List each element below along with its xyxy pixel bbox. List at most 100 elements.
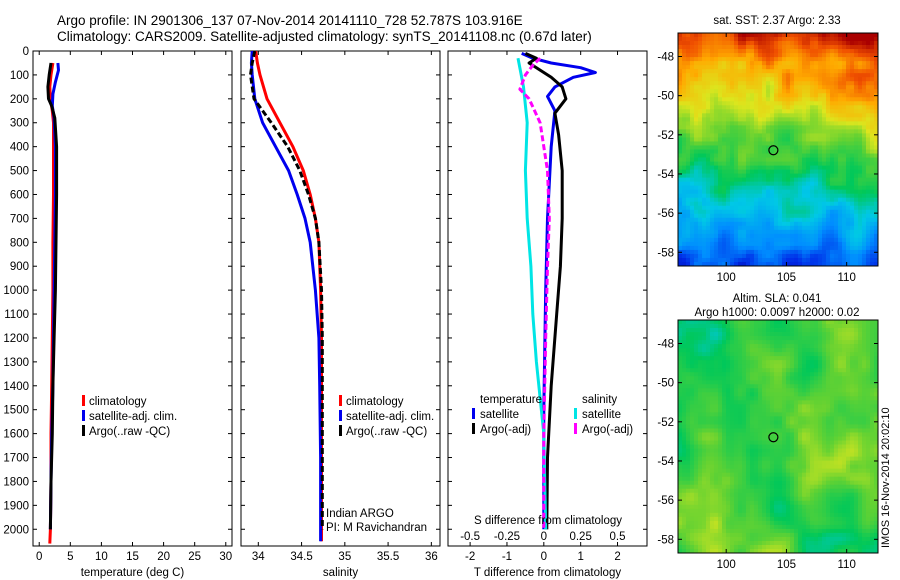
heatmap-cell bbox=[802, 57, 807, 62]
heatmap-cell bbox=[678, 137, 683, 142]
heatmap-cell bbox=[762, 452, 767, 457]
heatmap-cell bbox=[726, 364, 731, 369]
heatmap-cell bbox=[762, 320, 767, 325]
heatmap-cell bbox=[714, 37, 719, 42]
heatmap-cell bbox=[806, 452, 811, 457]
heatmap-cell bbox=[698, 161, 703, 166]
heatmap-cell bbox=[870, 217, 875, 223]
heatmap-cell bbox=[762, 77, 767, 82]
heatmap-cell bbox=[738, 49, 743, 54]
heatmap-cell bbox=[766, 149, 771, 154]
heatmap-cell bbox=[718, 189, 723, 195]
heatmap-cell bbox=[802, 408, 807, 413]
heatmap-cell bbox=[750, 73, 755, 78]
heatmap-cell bbox=[726, 428, 731, 433]
heatmap-cell bbox=[822, 121, 827, 126]
heatmap-cell bbox=[730, 105, 735, 110]
heatmap-cell bbox=[870, 376, 875, 381]
heatmap-cell bbox=[830, 456, 835, 462]
heatmap-cell bbox=[698, 396, 703, 401]
heatmap-cell bbox=[826, 356, 831, 361]
heatmap-cell bbox=[838, 41, 843, 46]
heatmap-cell bbox=[706, 101, 711, 106]
heatmap-cell bbox=[694, 113, 699, 118]
heatmap-cell bbox=[770, 213, 775, 219]
heatmap-cell bbox=[870, 336, 875, 341]
heatmap-cell bbox=[858, 53, 863, 58]
heatmap-cell bbox=[826, 368, 831, 373]
heatmap-cell bbox=[746, 340, 751, 345]
heatmap-cell bbox=[762, 153, 767, 158]
heatmap-cell bbox=[810, 368, 815, 373]
heatmap-cell bbox=[858, 416, 863, 421]
heatmap-cell bbox=[790, 205, 795, 211]
heatmap-cell bbox=[866, 141, 871, 146]
heatmap-cell bbox=[698, 77, 703, 82]
heatmap-cell bbox=[786, 380, 791, 385]
heatmap-cell bbox=[722, 117, 727, 122]
heatmap-cell bbox=[794, 424, 799, 429]
heatmap-cell bbox=[794, 360, 799, 365]
heatmap-cell bbox=[710, 388, 715, 393]
heatmap-cell bbox=[798, 372, 803, 377]
heatmap-cell bbox=[734, 41, 739, 46]
heatmap-cell bbox=[702, 376, 707, 381]
heatmap-cell bbox=[694, 105, 699, 110]
heatmap-cell bbox=[822, 65, 827, 70]
heatmap-cell bbox=[678, 101, 683, 106]
heatmap-cell bbox=[710, 49, 715, 54]
heatmap-cell bbox=[686, 161, 691, 166]
heatmap-cell bbox=[698, 141, 703, 146]
heatmap-cell bbox=[694, 109, 699, 114]
heatmap-cell bbox=[814, 360, 819, 365]
heatmap-cell bbox=[742, 241, 747, 247]
heatmap-cell bbox=[702, 61, 707, 66]
heatmap-cell bbox=[710, 416, 715, 421]
heatmap-cell bbox=[854, 364, 859, 369]
heatmap-cell bbox=[738, 456, 743, 462]
heatmap-cell bbox=[802, 205, 807, 211]
heatmap-cell bbox=[678, 201, 683, 207]
heatmap-cell bbox=[706, 61, 711, 66]
heatmap-cell bbox=[786, 133, 791, 138]
heatmap-cell bbox=[698, 348, 703, 353]
heatmap-cell bbox=[734, 97, 739, 102]
heatmap-cell bbox=[774, 37, 779, 42]
heatmap-cell bbox=[678, 125, 683, 130]
heatmap-cell bbox=[862, 97, 867, 102]
heatmap-cell bbox=[822, 153, 827, 158]
heatmap-cell bbox=[738, 404, 743, 409]
heatmap-cell bbox=[826, 157, 831, 162]
heatmap-cell bbox=[862, 49, 867, 54]
heatmap-cell bbox=[790, 320, 795, 325]
heatmap-cell bbox=[842, 448, 847, 453]
heatmap-cell bbox=[682, 141, 687, 146]
heatmap-cell bbox=[766, 368, 771, 373]
heatmap-cell bbox=[806, 189, 811, 195]
heatmap-cell bbox=[718, 328, 723, 333]
heatmap-cell bbox=[790, 456, 795, 462]
heatmap-cell bbox=[830, 233, 835, 239]
heatmap-cell bbox=[718, 225, 723, 231]
heatmap-cell bbox=[814, 221, 819, 227]
heatmap-cell bbox=[866, 213, 871, 219]
heatmap-cell bbox=[770, 404, 775, 409]
heatmap-cell bbox=[770, 432, 775, 437]
heatmap-cell bbox=[806, 57, 811, 62]
heatmap-cell bbox=[798, 420, 803, 425]
heatmap-cell bbox=[834, 73, 839, 78]
heatmap-cell bbox=[874, 456, 879, 462]
map-frame-sst_map bbox=[677, 32, 879, 267]
heatmap-cell bbox=[782, 49, 787, 54]
heatmap-cell bbox=[718, 221, 723, 227]
heatmap-cell bbox=[810, 181, 815, 187]
heatmap-cell bbox=[742, 57, 747, 62]
heatmap-cell bbox=[762, 428, 767, 433]
heatmap-cell bbox=[806, 113, 811, 118]
heatmap-cell bbox=[854, 81, 859, 86]
heatmap-cell bbox=[734, 85, 739, 90]
heatmap-cell bbox=[786, 169, 791, 175]
heatmap-cell bbox=[730, 201, 735, 207]
heatmap-cell bbox=[798, 320, 803, 325]
heatmap-cell bbox=[694, 209, 699, 215]
